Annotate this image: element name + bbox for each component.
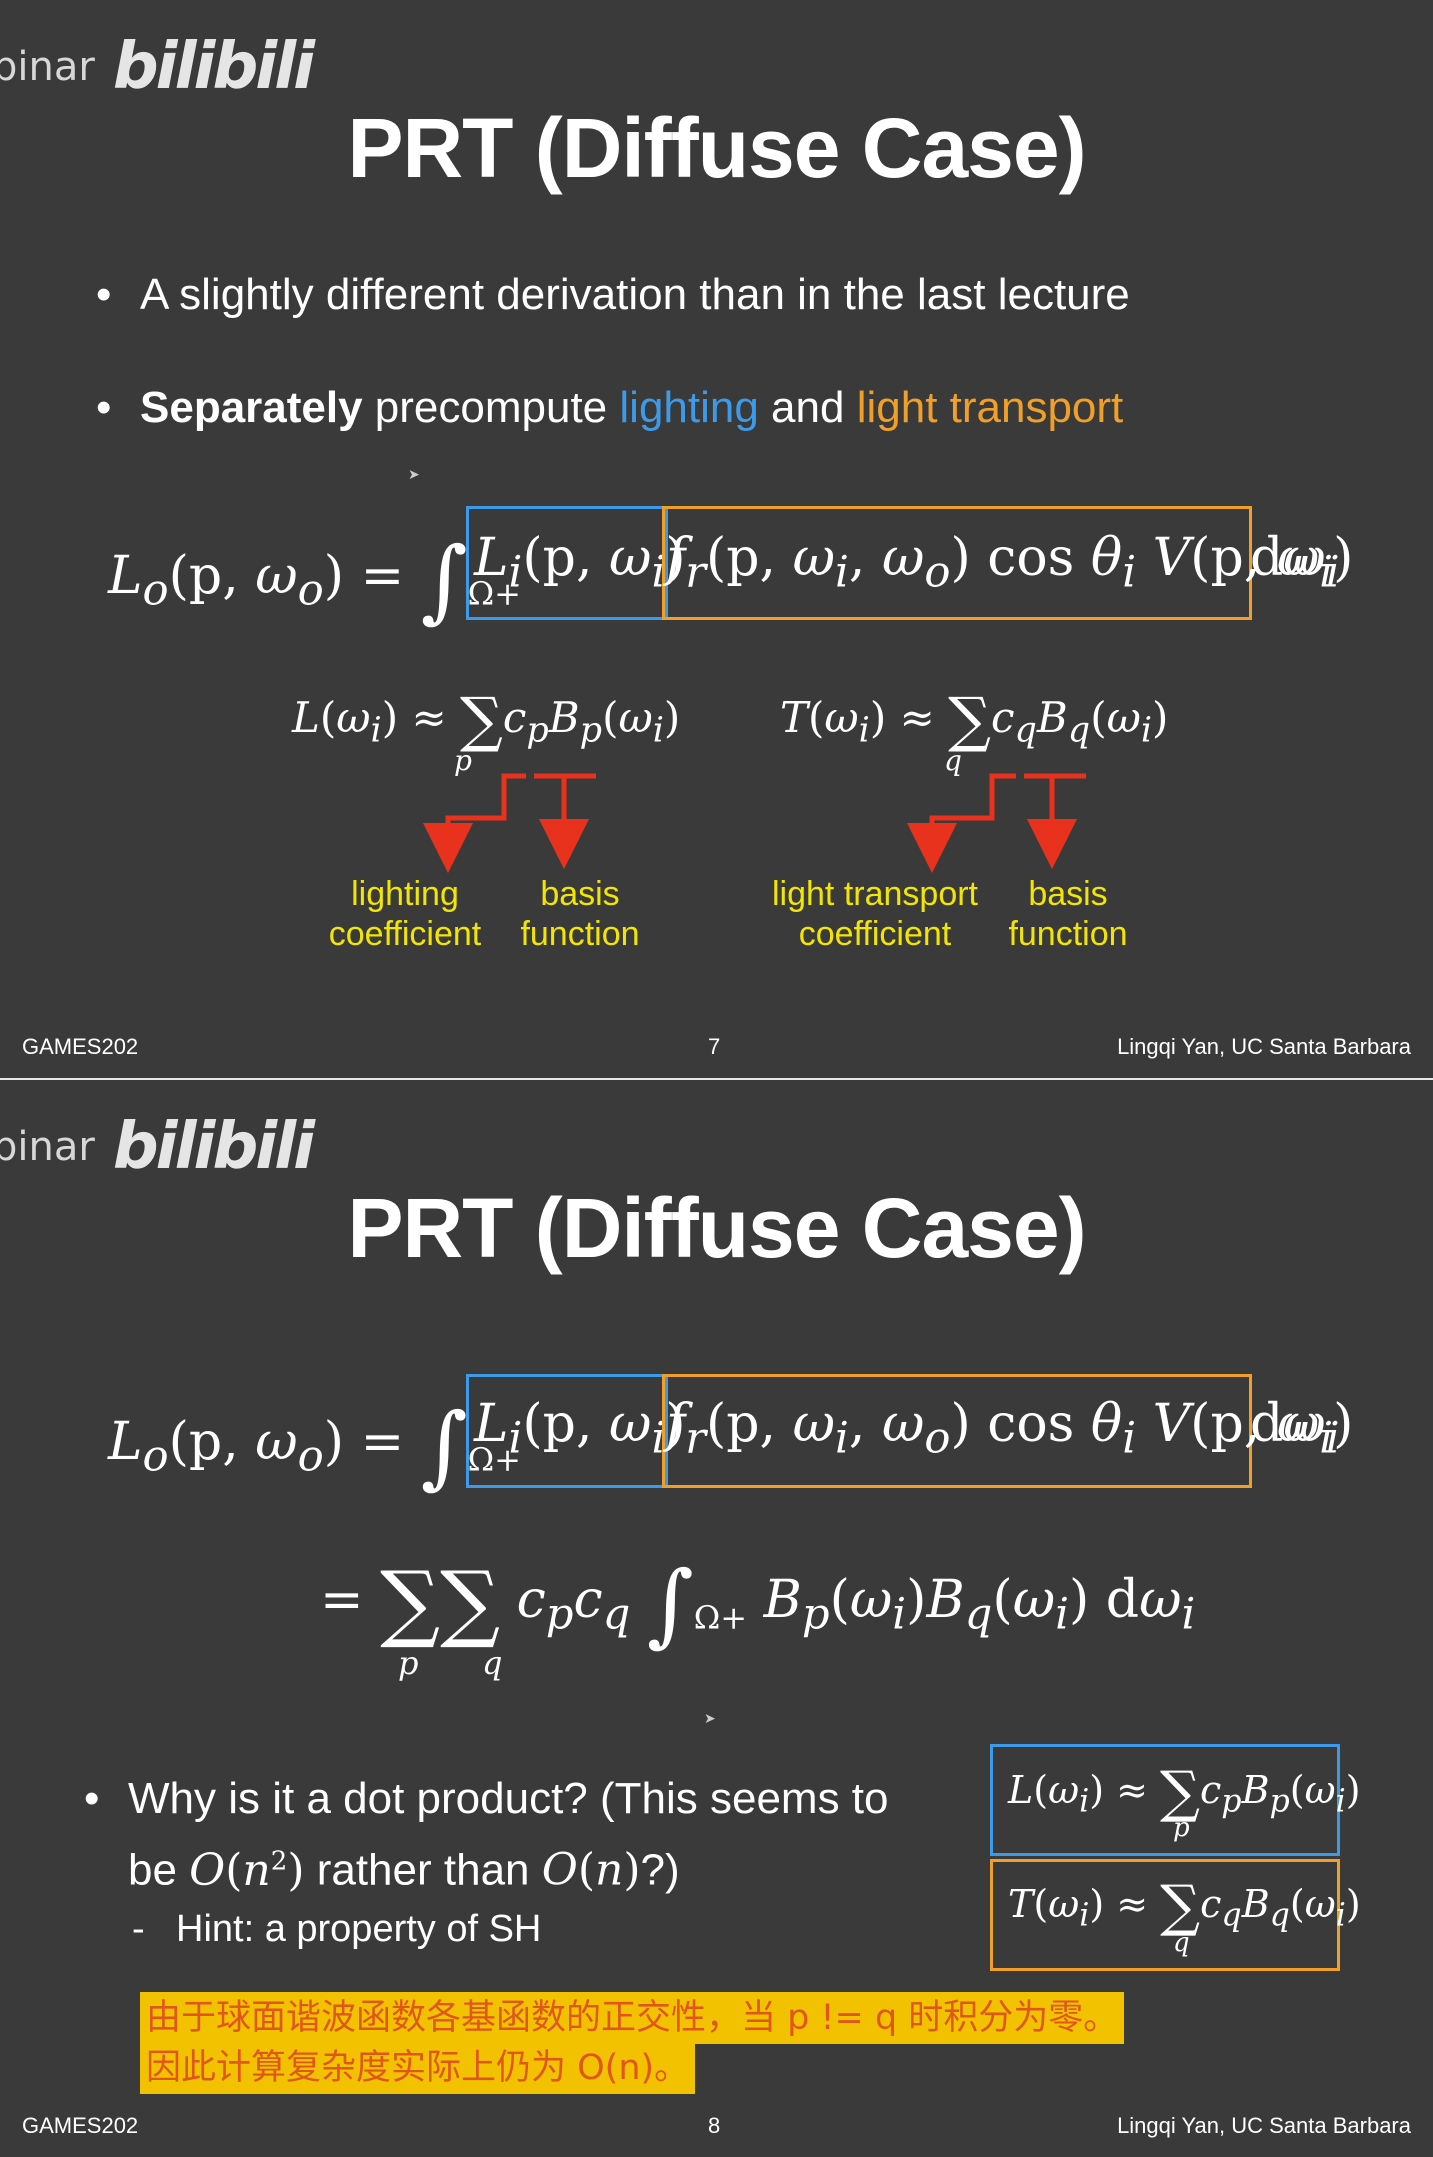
annotation-arrows xyxy=(423,773,1086,873)
watermark-logo: binar bilibili xyxy=(0,1110,315,1184)
arrow-lighting-coeff xyxy=(423,773,526,873)
footer-author: Lingqi Yan, UC Santa Barbara xyxy=(1117,1034,1411,1059)
annotation-note-line2: 因此计算复杂度实际上仍为 O(n)。 xyxy=(140,2042,696,2094)
footer-course: GAMES202 xyxy=(22,2113,139,2138)
slide-divider xyxy=(0,1078,1433,1080)
double-sum-equation: = ∑∑ cpcq ∫Ω+ Bp(ωi)Bq(ωi) dωi xyxy=(320,1552,1196,1657)
bullet-precompute: • Separately precompute lighting and lig… xyxy=(96,383,1124,432)
lighting-expansion: L(ωi) ≈ ∑cpBp(ωi) xyxy=(1008,1760,1361,1825)
label-basis-function-1: basis function xyxy=(520,875,640,953)
footer-page-number: 7 xyxy=(708,1034,721,1059)
label-basis-function-2: basis function xyxy=(1008,875,1128,953)
bilibili-logo: bilibili xyxy=(112,30,315,104)
transport-expansion: T(ωi) ≈ ∑cqBq(ωi) xyxy=(780,685,1169,755)
label-transport-coefficient: light transport coefficient xyxy=(772,875,978,953)
footer-page-number: 8 xyxy=(708,2113,721,2138)
arrow-transport-coeff xyxy=(907,773,1016,873)
lighting-expansion: L(ωi) ≈ ∑cpBp(ωi) xyxy=(292,685,681,755)
mouse-cursor-icon: ➤ xyxy=(704,1710,716,1726)
lighting-term-box xyxy=(466,1374,668,1488)
transport-expansion-box xyxy=(990,1859,1340,1971)
bullet-derivation: • A slightly different derivation than i… xyxy=(96,270,1130,319)
mouse-cursor-icon: ➤ xyxy=(408,466,420,482)
bilibili-logo: bilibili xyxy=(112,1110,315,1184)
footer-course: GAMES202 xyxy=(22,1034,139,1059)
watermark-text: binar xyxy=(0,44,95,90)
rendering-equation: Lo(p, ωo) = ∫Ω+ xyxy=(108,528,521,633)
bullet-dot-product-question: • Why is it a dot product? (This seems t… xyxy=(84,1774,889,1896)
transport-term-box xyxy=(662,1374,1252,1488)
slide-title: PRT (Diffuse Case) xyxy=(347,101,1086,195)
slide-title: PRT (Diffuse Case) xyxy=(347,1181,1086,1275)
watermark-logo: binar bilibili xyxy=(0,30,315,104)
annotation-note-line1: 由于球面谐波函数各基函数的正交性，当 p != q 时积分为零。 xyxy=(140,1992,1125,2044)
lighting-expansion-box xyxy=(990,1744,1340,1856)
slide-8: binar bilibili PRT (Diffuse Case) Lo(p, … xyxy=(0,1080,1433,2157)
lighting-word: lighting xyxy=(619,383,759,432)
footer-author: Lingqi Yan, UC Santa Barbara xyxy=(1117,2113,1411,2138)
slide-7: binar bilibili PRT (Diffuse Case) • A sl… xyxy=(0,0,1433,1078)
label-lighting-coefficient: lighting coefficient xyxy=(328,875,482,953)
bullet-text: A slightly different derivation than in … xyxy=(140,270,1130,319)
bullet-bold-text: Separately xyxy=(140,383,363,432)
lighting-term-box xyxy=(466,506,668,620)
rendering-equation: Lo(p, ωo) = ∫Ω+ xyxy=(108,1394,521,1499)
transport-expansion: T(ωi) ≈ ∑cqBq(ωi) xyxy=(1008,1874,1361,1939)
subbullet-hint: - Hint: a property of SH xyxy=(132,1908,542,1950)
watermark-text: binar xyxy=(0,1124,95,1170)
light-transport-word: light transport xyxy=(856,383,1124,432)
transport-term-box xyxy=(662,506,1252,620)
